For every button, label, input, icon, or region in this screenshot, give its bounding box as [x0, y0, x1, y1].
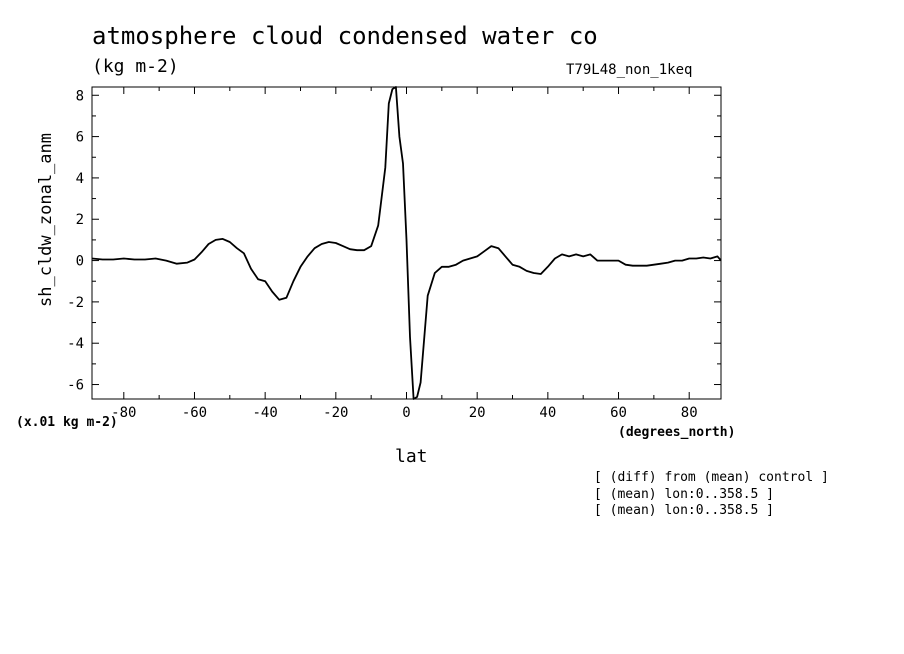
- y-tick-label: 6: [76, 130, 84, 146]
- footnote-mean-lon-2: [ (mean) lon:0..358.5 ]: [594, 503, 775, 518]
- x-tick-label: 20: [469, 405, 486, 421]
- x-tick-label: 0: [402, 405, 410, 421]
- x-tick-label: 40: [539, 405, 556, 421]
- y-tick-label: 8: [76, 88, 84, 104]
- chart-units: (kg m-2): [92, 56, 179, 77]
- footnote-mean-lon-1: [ (mean) lon:0..358.5 ]: [594, 487, 775, 502]
- y-tick-label: -2: [67, 295, 84, 311]
- x-tick-label: -20: [323, 405, 348, 421]
- x-tick-label: 80: [681, 405, 698, 421]
- chart-title: atmosphere cloud condensed water co: [92, 22, 598, 50]
- footnote-diff: [ (diff) from (mean) control ]: [594, 470, 829, 485]
- axis-ticks: [92, 87, 721, 399]
- x-axis-units: (degrees_north): [618, 425, 736, 440]
- x-tick-label: -40: [253, 405, 278, 421]
- y-tick-label: 0: [76, 254, 84, 270]
- y-tick-label: 4: [76, 171, 84, 187]
- y-tick-label: 2: [76, 212, 84, 228]
- data-line-series: [91, 86, 722, 400]
- x-tick-label: -60: [182, 405, 207, 421]
- x-axis-label: lat: [395, 446, 428, 467]
- run-label: T79L48_non_1keq: [566, 62, 693, 78]
- y-axis-label: sh_cldw_zonal_anm: [36, 133, 56, 307]
- y-scale-note: (x.01 kg m-2): [16, 415, 118, 430]
- y-tick-label: -6: [67, 378, 84, 394]
- x-tick-label: 60: [610, 405, 627, 421]
- y-tick-label: -4: [67, 336, 84, 352]
- x-tick-label: -80: [111, 405, 136, 421]
